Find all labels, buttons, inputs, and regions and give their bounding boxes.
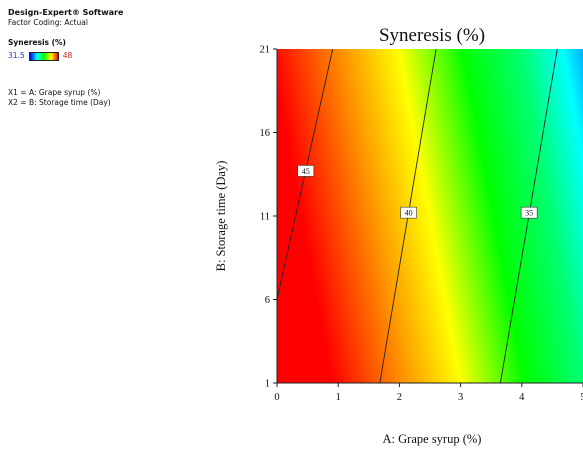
- color-legend: 31.5 48: [8, 51, 208, 61]
- contour-label-box-45: [297, 165, 315, 177]
- y-axis-label: B: Storage time (Day): [214, 161, 228, 272]
- color-scale-bar: [28, 51, 59, 61]
- chart-title: Syneresis (%): [379, 25, 485, 46]
- x-tick-label-4: 4: [519, 392, 525, 403]
- sidebar-panel: Design-Expert® Software Factor Coding: A…: [8, 8, 208, 107]
- factor-coding: Factor Coding: Actual: [8, 18, 88, 27]
- y-tick-label-1: 1: [265, 379, 270, 390]
- x-tick-label-1: 1: [336, 392, 341, 403]
- contour-label-box-40: [400, 206, 417, 219]
- contour-label-40: 40: [405, 209, 413, 218]
- x-tick-label-2: 2: [397, 392, 402, 403]
- x-axis-label: A: Grape syrup (%): [383, 432, 482, 446]
- x-tick-label-5: 5: [580, 392, 583, 403]
- factor-x1: X1 = A: Grape syrup (%): [8, 88, 101, 97]
- x-tick-label-0: 0: [274, 392, 279, 403]
- y-tick-label-21: 21: [260, 45, 271, 56]
- software-name: Design-Expert® Software: [8, 8, 124, 17]
- factor-x2: X2 = B: Storage time (Day): [8, 97, 111, 107]
- y-tick-label-11: 11: [260, 212, 270, 223]
- factor-list: X1 = A: Grape syrup (%) X2 = B: Storage …: [8, 88, 208, 107]
- legend-max-value: 48: [62, 51, 73, 60]
- legend-min-value: 31.5: [8, 51, 25, 60]
- contour-label-box-35: [520, 206, 538, 219]
- contour-label-35: 35: [525, 209, 533, 218]
- response-name: Syneresis (%): [8, 38, 66, 47]
- contour-labels: 45 40 35: [297, 165, 538, 219]
- contour-label-45: 45: [302, 167, 310, 176]
- y-tick-label-16: 16: [260, 128, 271, 139]
- y-tick-label-6: 6: [265, 295, 270, 306]
- x-tick-label-3: 3: [458, 392, 463, 403]
